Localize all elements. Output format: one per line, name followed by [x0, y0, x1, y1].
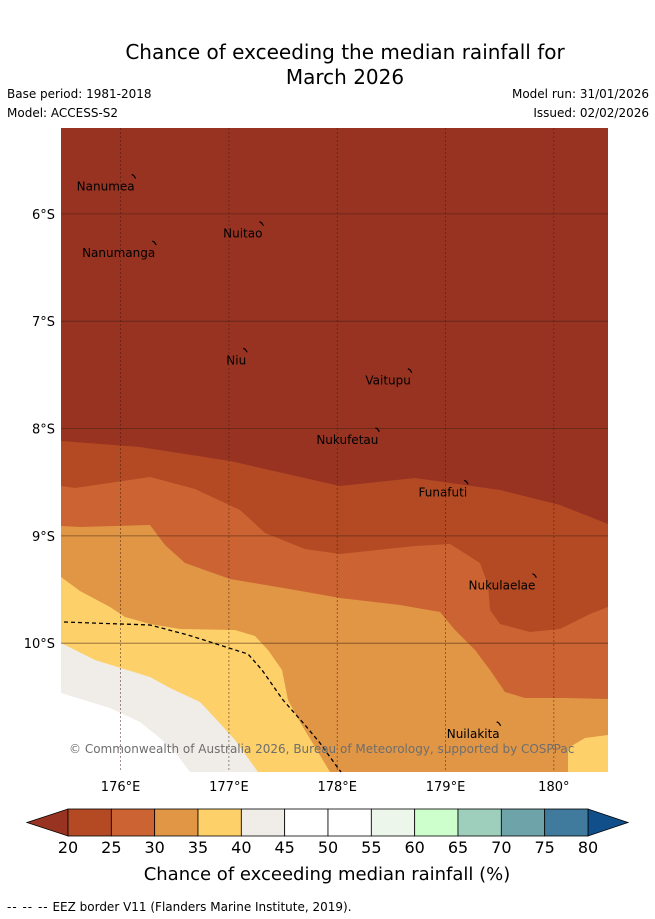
model-run-text: Model run: 31/01/2026: [511, 87, 649, 101]
colorbar-over-arrow: [587, 808, 630, 837]
colorbar-segment: [500, 808, 546, 837]
place-label: Nuitao: [223, 227, 262, 241]
place-label: Vaitupu: [365, 374, 411, 388]
colorbar-segment: [284, 808, 329, 837]
colorbar: 20 25 30 35 40 45 50 55 60 65 70 75 80: [25, 808, 630, 857]
place-label: Nanumea: [77, 179, 135, 193]
colorbar-tick-label: 60: [404, 838, 424, 857]
colorbar-segment: [370, 808, 416, 837]
place-labels: Nanumea Nuitao Nanumanga Niu Vaitupu Nukufeta…: [77, 173, 537, 741]
colorbar-tick-label: 75: [534, 838, 554, 857]
latitude-axis-labels: 6°S 7°S 8°S 9°S 10°S: [24, 208, 55, 652]
colorbar-segment: [457, 808, 502, 837]
graticule: [61, 128, 608, 772]
longitude-label: 179°E: [426, 780, 466, 795]
place-label: Funafuti: [419, 485, 468, 499]
longitude-label: 180°: [538, 780, 569, 795]
place-label: Nukulaelae: [469, 579, 536, 593]
island-outline: [463, 479, 469, 485]
colorbar-tick-label: 20: [58, 838, 78, 857]
latitude-label: 6°S: [32, 208, 55, 223]
colorbar-tick-label: 25: [101, 838, 121, 857]
colorbar-tick-label: 40: [231, 838, 251, 857]
colorbar-under-arrow: [25, 808, 69, 837]
eez-legend-dashes: -- -- --: [7, 900, 49, 914]
place-label: Nanumanga: [82, 246, 155, 260]
latitude-label: 8°S: [32, 423, 55, 438]
island-outline: [407, 368, 413, 374]
colorbar-tick-label: 55: [361, 838, 381, 857]
colorbar-tick-label: 35: [188, 838, 208, 857]
latitude-label: 7°S: [32, 315, 55, 330]
colorbar-segment: [240, 808, 286, 837]
island-outline: [532, 573, 537, 579]
colorbar-segment: [154, 808, 199, 837]
issued-text: Issued: 02/02/2026: [533, 106, 649, 120]
place-label: Nuilakita: [447, 727, 500, 741]
rainfall-map-figure: Nanumea Nuitao Nanumanga Niu Vaitupu Nukufeta…: [24, 128, 630, 885]
colorbar-tick-label: 30: [144, 838, 164, 857]
latitude-label: 9°S: [32, 530, 55, 545]
footer-note: -- -- -- EEZ border V11 (Flanders Marine…: [7, 900, 352, 914]
colorbar-tick-label: 65: [448, 838, 468, 857]
colorbar-segment: [197, 808, 242, 837]
colorbar-segment: [110, 808, 156, 837]
colorbar-segment: [544, 808, 589, 837]
place-label: Niu: [226, 353, 246, 367]
island-outline: [375, 427, 380, 433]
longitude-label: 176°E: [101, 780, 141, 795]
colorbar-tick-label: 50: [318, 838, 338, 857]
title-line-2: March 2026: [285, 65, 405, 89]
eez-legend-text: EEZ border V11 (Flanders Marine Institut…: [52, 900, 352, 914]
island-outline: [151, 240, 157, 246]
eez-border-line: [63, 621, 342, 773]
place-label: Nukufetau: [316, 433, 378, 447]
base-period-text: Base period: 1981-2018: [7, 87, 152, 101]
copyright-notice: © Commonwealth of Australia 2026, Bureau…: [69, 742, 574, 756]
map-title: Chance of exceeding the median rainfall …: [0, 40, 655, 90]
colorbar-segment: [67, 808, 112, 837]
longitude-label: 178°E: [317, 780, 357, 795]
colorbar-tick-label: 45: [274, 838, 294, 857]
colorbar-segment: [327, 808, 372, 837]
longitude-axis-labels: 176°E 177°E 178°E 179°E 180°: [101, 780, 570, 795]
title-line-1: Chance of exceeding the median rainfall …: [125, 40, 565, 64]
colorbar-label: Chance of exceeding median rainfall (%): [144, 864, 511, 885]
island-outline: [496, 721, 502, 727]
map-area: [61, 128, 608, 772]
latitude-label: 10°S: [24, 637, 55, 652]
band-35-40-corner: [568, 735, 608, 772]
island-outline: [131, 173, 137, 179]
colorbar-tick-label: 80: [578, 838, 598, 857]
model-text: Model: ACCESS-S2: [7, 106, 119, 120]
colorbar-segment: [414, 808, 459, 837]
colorbar-tick-label: 70: [491, 838, 511, 857]
band-45-50: [61, 693, 190, 772]
island-outline: [259, 221, 264, 227]
longitude-label: 177°E: [209, 780, 249, 795]
island-outline: [242, 347, 248, 353]
